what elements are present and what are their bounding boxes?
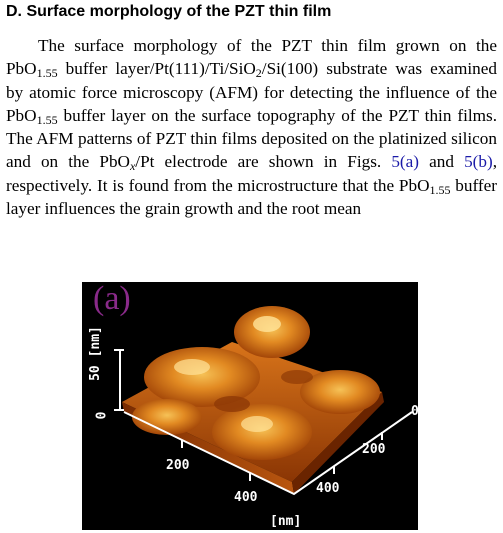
surface-hill bbox=[234, 306, 310, 358]
surface-highlight bbox=[241, 416, 273, 432]
z-axis-label: 50 [nm] bbox=[87, 326, 103, 381]
z-tick-zero: 0 bbox=[94, 411, 110, 420]
afm-figure: (a) 50 [nm] 0 200 400 [nm] 0 200 400 bbox=[82, 280, 419, 530]
y-tick-400: 400 bbox=[316, 481, 340, 496]
figure-reference-5a[interactable]: 5(a) bbox=[391, 152, 419, 172]
surface-hill bbox=[300, 370, 380, 414]
axis-lines bbox=[114, 349, 413, 496]
surface-hill bbox=[212, 404, 312, 460]
surface-highlight bbox=[174, 359, 210, 375]
surface-hill bbox=[144, 347, 260, 407]
x-tick-200: 200 bbox=[166, 458, 190, 473]
x-tick-400: 400 bbox=[234, 490, 258, 505]
y-tick-0: 0 bbox=[411, 404, 419, 419]
surface-valley bbox=[214, 396, 250, 412]
x-axis-label: [nm] bbox=[270, 514, 302, 529]
body-paragraph: The surface morphology of the PZT thin f… bbox=[6, 36, 497, 219]
figure-reference-5b[interactable]: 5(b) bbox=[464, 152, 493, 172]
surface-right-face bbox=[292, 392, 384, 494]
section-heading: D. Surface morphology of the PZT thin fi… bbox=[6, 3, 332, 20]
panel-label: (a) bbox=[93, 280, 131, 317]
afm-surface-plot bbox=[114, 306, 413, 496]
surface-highlight bbox=[253, 316, 281, 332]
y-tick-200: 200 bbox=[362, 442, 386, 457]
surface-hill bbox=[132, 399, 202, 435]
surface-valley bbox=[281, 370, 313, 384]
